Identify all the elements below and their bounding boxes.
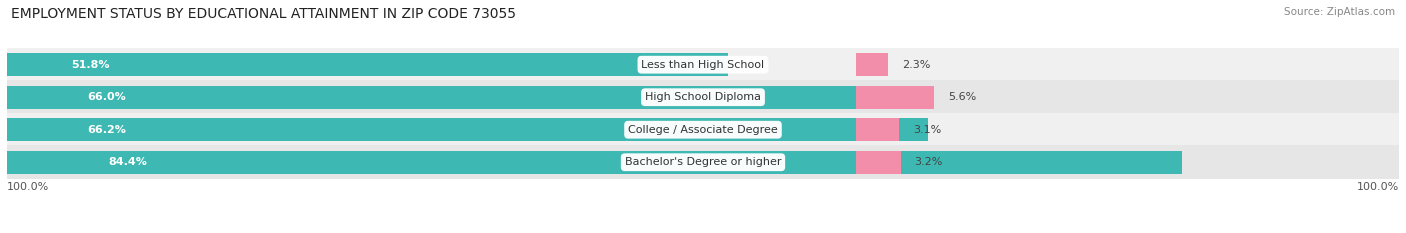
Text: 100.0%: 100.0% <box>7 182 49 192</box>
Text: Source: ZipAtlas.com: Source: ZipAtlas.com <box>1284 7 1395 17</box>
Text: 66.2%: 66.2% <box>87 125 127 135</box>
Text: Bachelor's Degree or higher: Bachelor's Degree or higher <box>624 157 782 167</box>
Text: EMPLOYMENT STATUS BY EDUCATIONAL ATTAINMENT IN ZIP CODE 73055: EMPLOYMENT STATUS BY EDUCATIONAL ATTAINM… <box>11 7 516 21</box>
Bar <box>7 80 1399 114</box>
Bar <box>856 118 900 141</box>
Text: 66.0%: 66.0% <box>87 92 127 102</box>
Bar <box>7 118 928 141</box>
Text: 5.6%: 5.6% <box>948 92 976 102</box>
Text: College / Associate Degree: College / Associate Degree <box>628 125 778 135</box>
Text: 3.2%: 3.2% <box>914 157 943 167</box>
Text: Less than High School: Less than High School <box>641 60 765 70</box>
Bar <box>7 151 1182 174</box>
Text: 2.3%: 2.3% <box>903 60 931 70</box>
Bar <box>7 53 728 76</box>
Text: 84.4%: 84.4% <box>108 157 146 167</box>
Text: 100.0%: 100.0% <box>1357 182 1399 192</box>
Bar <box>7 113 1399 147</box>
Bar <box>856 151 901 174</box>
Text: 51.8%: 51.8% <box>72 60 110 70</box>
Bar <box>856 53 889 76</box>
Text: 3.1%: 3.1% <box>912 125 942 135</box>
Bar <box>7 145 1399 179</box>
Text: High School Diploma: High School Diploma <box>645 92 761 102</box>
Bar <box>856 86 934 109</box>
Bar <box>7 86 925 109</box>
Bar <box>7 48 1399 82</box>
